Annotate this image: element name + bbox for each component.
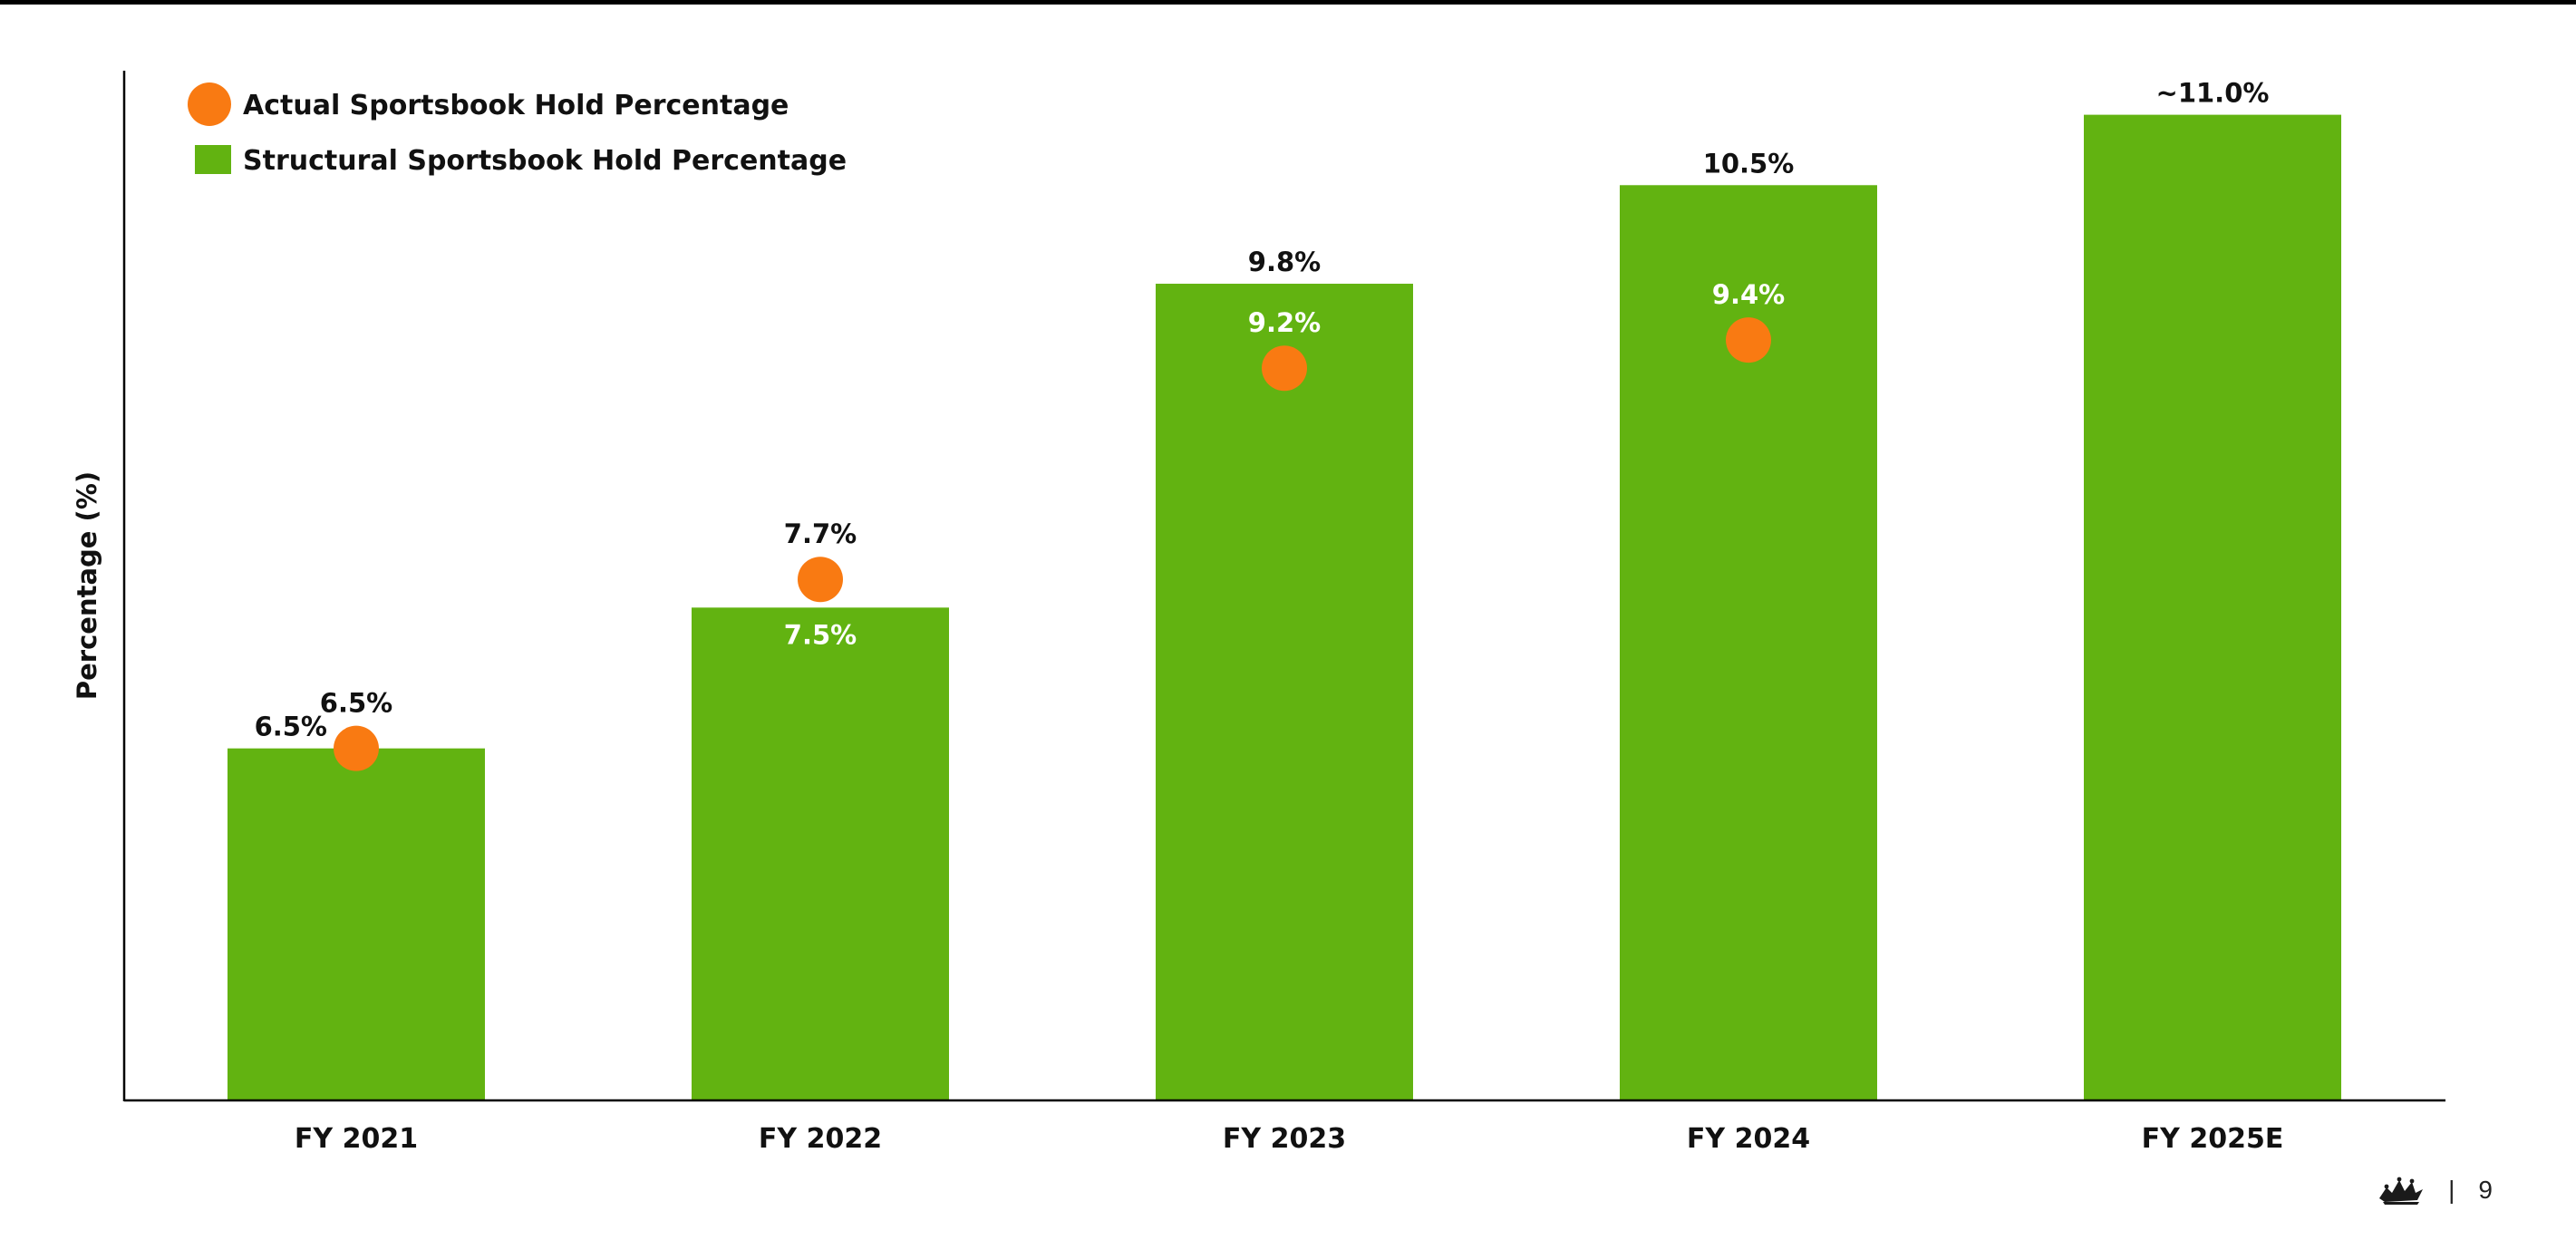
actual-point-label: 9.2% xyxy=(1248,307,1321,338)
bar-fy-2021 xyxy=(228,748,485,1100)
footer-separator: | xyxy=(2448,1176,2455,1204)
legend-structural-label: Structural Sportsbook Hold Percentage xyxy=(243,145,847,177)
chart-marks: 6.5% 7.5% 9.8% 10.5% ~11.0% 6.5% 7.7% 9.2% 9.4% xyxy=(228,78,2341,1101)
actual-point xyxy=(334,725,379,771)
legend-actual-label: Actual Sportsbook Hold Percentage xyxy=(243,90,789,121)
legend-actual-swatch xyxy=(188,82,231,126)
actual-point xyxy=(798,557,843,603)
actual-point-label: 9.4% xyxy=(1712,279,1785,310)
bar-fy-2022 xyxy=(692,607,949,1100)
actual-point-label: 7.7% xyxy=(784,518,857,549)
y-axis-label: Percentage (%) xyxy=(72,471,102,700)
x-tick-label: FY 2025E xyxy=(2142,1123,2284,1155)
actual-point xyxy=(1726,317,1771,363)
actual-point-label: 6.5% xyxy=(320,688,392,719)
bar-label: 10.5% xyxy=(1703,148,1795,179)
bar-fy-2023 xyxy=(1156,284,1413,1101)
footer: | 9 xyxy=(2377,1175,2493,1206)
crown-logo-icon xyxy=(2379,1177,2424,1205)
top-rule xyxy=(0,0,2576,5)
x-tick-label: FY 2022 xyxy=(759,1123,882,1155)
bar-fy-2025e xyxy=(2084,114,2341,1100)
x-tick-label: FY 2024 xyxy=(1687,1123,1810,1155)
bar-label: ~11.0% xyxy=(2156,78,2270,109)
bar-label: 6.5% xyxy=(255,712,327,742)
x-tick-label: FY 2021 xyxy=(295,1123,418,1155)
x-tick-label: FY 2023 xyxy=(1223,1123,1346,1155)
legend: Actual Sportsbook Hold Percentage Structu… xyxy=(188,82,847,177)
page-number: 9 xyxy=(2478,1176,2493,1204)
actual-point xyxy=(1262,345,1307,392)
bar-label: 9.8% xyxy=(1248,247,1321,277)
legend-structural-swatch xyxy=(195,145,231,174)
bar-label: 7.5% xyxy=(784,619,857,650)
chart-axes: FY 2021 FY 2022 FY 2023 FY 2024 FY 2025E Perc… xyxy=(72,71,2445,1155)
